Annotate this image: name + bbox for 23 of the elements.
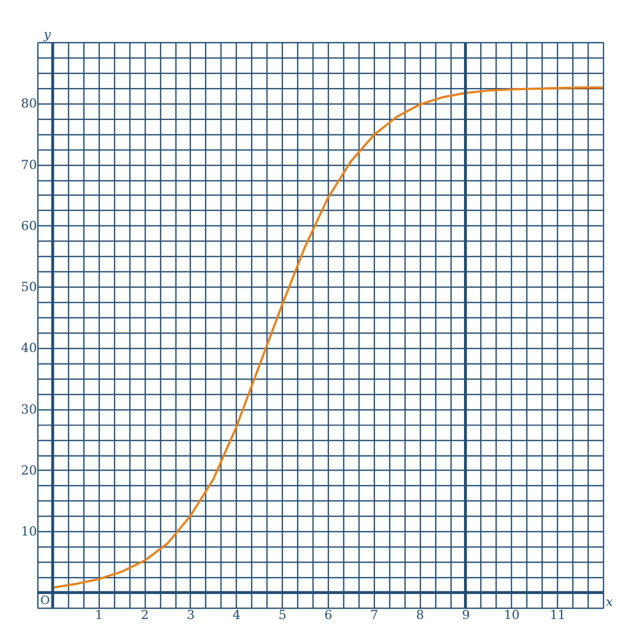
x-tick-label: 1 <box>95 606 103 622</box>
x-tick-label: 3 <box>186 606 195 622</box>
x-tick-label: 8 <box>416 606 424 622</box>
x-tick-label: 11 <box>550 606 566 622</box>
x-tick-label: 7 <box>370 606 378 622</box>
y-tick-label: 20 <box>21 462 37 478</box>
x-tick-label: 10 <box>504 606 520 622</box>
y-tick-label: 50 <box>21 279 37 294</box>
line-series <box>52 86 604 589</box>
x-tick-label: 5 <box>278 606 286 622</box>
y-tick-label: 40 <box>21 340 37 356</box>
x-tick-label: 6 <box>324 606 332 622</box>
annotation: O <box>40 593 50 608</box>
y-tick-label: 10 <box>21 524 37 539</box>
y-tick-label: 80 <box>21 96 37 111</box>
x-axis-title: x <box>606 594 613 609</box>
y-tick-label: 70 <box>21 156 37 172</box>
x-tick-label: 4 <box>232 606 241 622</box>
x-tick-label: 2 <box>140 606 149 622</box>
y-axis-title: y <box>42 26 52 42</box>
y-tick-label: 30 <box>21 401 37 416</box>
x-tick-label: 9 <box>462 606 470 622</box>
y-tick-label: 60 <box>21 218 37 233</box>
